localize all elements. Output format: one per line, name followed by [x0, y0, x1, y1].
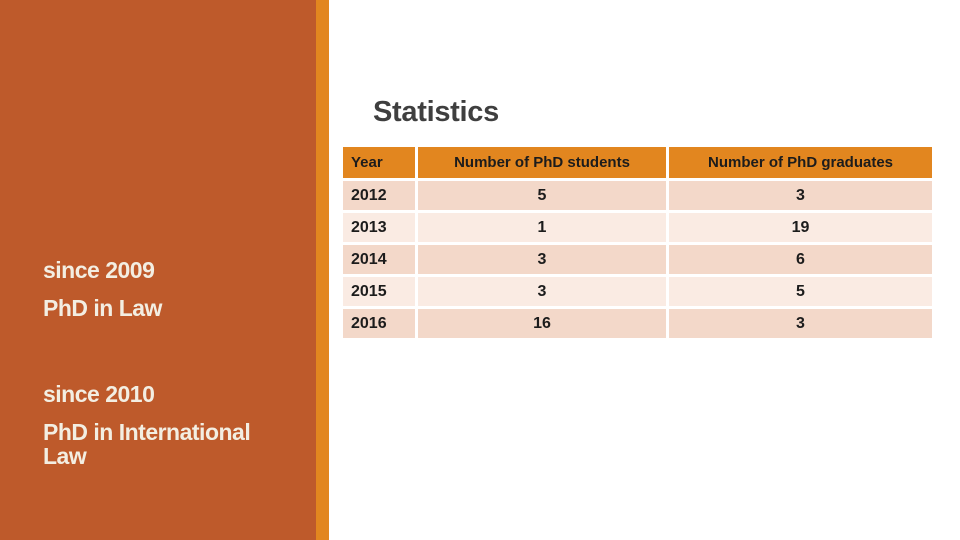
- slide-content: Statistics Year Number of PhD students N…: [329, 0, 960, 540]
- table-row: 2015 3 5: [343, 277, 932, 306]
- table-header-row: Year Number of PhD students Number of Ph…: [343, 147, 932, 178]
- cell-graduates: 3: [669, 181, 932, 210]
- sidebar-program-phd-law: since 2009 PhD in Law: [43, 258, 295, 334]
- sidebar: since 2009 PhD in Law since 2010 PhD in …: [0, 0, 316, 540]
- cell-students: 3: [418, 245, 666, 274]
- header-graduates: Number of PhD graduates: [669, 147, 932, 178]
- table-row: 2012 5 3: [343, 181, 932, 210]
- cell-year: 2013: [343, 213, 415, 242]
- since-2009-label: since 2009: [43, 257, 155, 283]
- cell-year: 2015: [343, 277, 415, 306]
- header-students: Number of PhD students: [418, 147, 666, 178]
- page-title: Statistics: [373, 96, 499, 128]
- cell-year: 2016: [343, 309, 415, 338]
- cell-students: 5: [418, 181, 666, 210]
- header-year: Year: [343, 147, 415, 178]
- phd-in-international-law-label: PhD in International Law: [43, 419, 251, 470]
- cell-year: 2014: [343, 245, 415, 274]
- cell-graduates: 19: [669, 213, 932, 242]
- table-row: 2016 16 3: [343, 309, 932, 338]
- cell-students: 3: [418, 277, 666, 306]
- cell-year: 2012: [343, 181, 415, 210]
- cell-students: 16: [418, 309, 666, 338]
- statistics-table: Year Number of PhD students Number of Ph…: [343, 147, 932, 338]
- cell-graduates: 3: [669, 309, 932, 338]
- since-2010-label: since 2010: [43, 381, 155, 407]
- table-row: 2014 3 6: [343, 245, 932, 274]
- accent-stripe: [316, 0, 329, 540]
- cell-graduates: 5: [669, 277, 932, 306]
- cell-graduates: 6: [669, 245, 932, 274]
- table-row: 2013 1 19: [343, 213, 932, 242]
- cell-students: 1: [418, 213, 666, 242]
- phd-in-law-label: PhD in Law: [43, 295, 162, 322]
- sidebar-program-phd-intl-law: since 2010 PhD in International Law: [43, 382, 295, 482]
